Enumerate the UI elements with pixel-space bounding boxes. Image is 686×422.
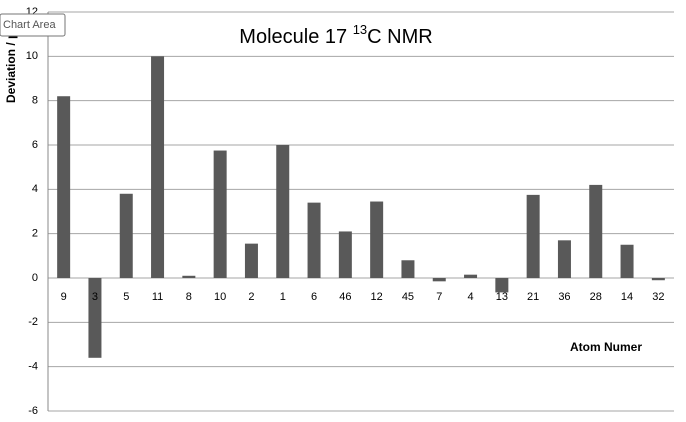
bar <box>495 278 509 293</box>
x-tick-label: 10 <box>214 291 226 303</box>
x-tick-label: 1 <box>280 291 286 303</box>
bar <box>119 193 133 278</box>
x-tick-label: 14 <box>621 291 633 303</box>
bar <box>57 96 71 278</box>
y-tick-label: 2 <box>32 228 38 240</box>
y-tick-label: 0 <box>32 272 38 284</box>
bar <box>213 150 227 278</box>
y-tick-label: 10 <box>26 50 38 62</box>
bar <box>526 194 540 278</box>
bar <box>401 260 415 278</box>
bar <box>464 274 478 278</box>
tooltip: Chart Area <box>0 13 66 37</box>
x-tick-label: 13 <box>496 291 508 303</box>
x-tick-label: 12 <box>371 291 383 303</box>
x-tick-label: 11 <box>152 291 163 303</box>
bar <box>88 278 102 358</box>
x-tick-label: 6 <box>311 291 317 303</box>
title-text: Molecule 17 <box>239 26 347 48</box>
bar <box>651 278 665 281</box>
bar <box>589 184 603 278</box>
bar <box>432 278 446 282</box>
x-tick-label: 2 <box>248 291 254 303</box>
x-tick-label: 4 <box>467 291 473 303</box>
x-tick-label: 46 <box>339 291 351 303</box>
x-tick-label: 7 <box>436 291 442 303</box>
bar <box>244 243 258 278</box>
x-tick-label: 3 <box>92 291 98 303</box>
x-tick-label: 8 <box>186 291 192 303</box>
bar <box>307 202 321 278</box>
y-tick-label: 4 <box>32 183 38 195</box>
y-tick-label: -4 <box>28 361 38 373</box>
bar <box>557 240 571 278</box>
x-tick-label: 21 <box>527 291 539 303</box>
y-tick-label: -6 <box>28 405 38 417</box>
x-tick-label: 32 <box>652 291 664 303</box>
x-tick-label: 5 <box>123 291 129 303</box>
title-superscript: 13 <box>353 22 367 37</box>
tooltip-text: Chart Area <box>3 19 56 31</box>
x-tick-label: 28 <box>590 291 602 303</box>
title-suffix: C NMR <box>367 26 433 48</box>
x-tick-label: 45 <box>402 291 414 303</box>
bar <box>182 275 196 278</box>
tooltip-box <box>0 13 66 37</box>
x-tick-label: 36 <box>558 291 570 303</box>
bar <box>620 244 634 278</box>
bar <box>151 56 165 279</box>
chart-title: Molecule 17 13C NMR <box>239 22 432 48</box>
bar <box>338 231 352 278</box>
x-axis-label: Atom Numer <box>570 340 642 354</box>
bar <box>370 201 384 278</box>
x-tick-label: 9 <box>61 291 67 303</box>
y-tick-label: -2 <box>28 316 38 328</box>
y-tick-label: 6 <box>32 139 38 151</box>
y-tick-label: 8 <box>32 95 38 107</box>
bar <box>276 145 290 278</box>
